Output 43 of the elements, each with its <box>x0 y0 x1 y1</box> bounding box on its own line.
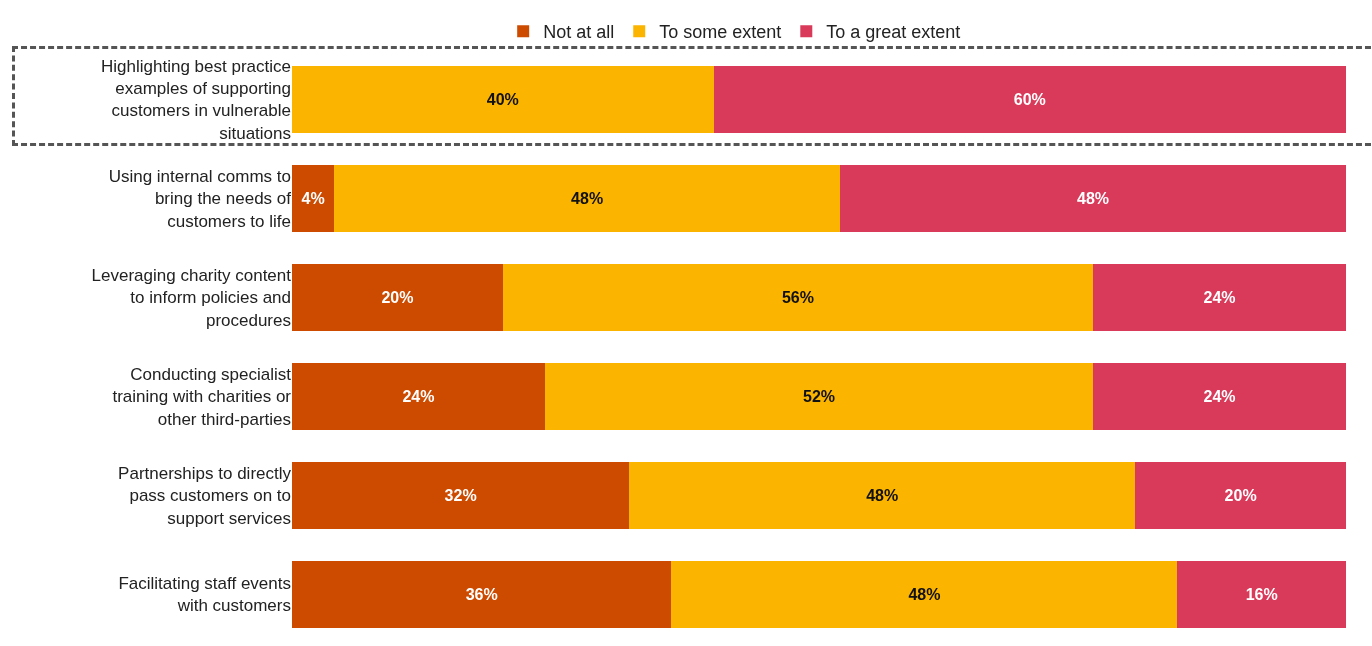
data-label: 60% <box>1013 91 1046 109</box>
data-label: 48% <box>908 586 941 604</box>
y-tick-label: Conducting specialist training with charities or other third-parties <box>112 365 292 429</box>
bar <box>502 264 1094 331</box>
bar <box>544 363 1094 430</box>
bar <box>1093 363 1346 430</box>
data-label: 40% <box>486 91 519 109</box>
y-tick-label: Facilitating staff events with customers <box>118 574 291 616</box>
data-label: 20% <box>1224 487 1257 505</box>
bar <box>292 561 672 628</box>
bar <box>1177 561 1346 628</box>
bar <box>292 462 630 529</box>
y-tick-label: Partnerships to directly pass customers on to support services <box>118 464 292 528</box>
bar <box>629 462 1136 529</box>
data-label: 4% <box>301 190 325 208</box>
bar <box>292 165 335 232</box>
data-label: 24% <box>1203 289 1236 306</box>
bar <box>840 165 1346 232</box>
bar <box>1135 462 1346 529</box>
bar <box>1093 264 1346 331</box>
data-label: 48% <box>866 487 899 505</box>
data-label: 24% <box>1203 388 1236 405</box>
bar <box>334 165 841 232</box>
data-label: 48% <box>1077 190 1110 208</box>
data-label: 24% <box>402 388 435 405</box>
legend-label: To some extent <box>659 22 782 43</box>
data-label: 48% <box>571 190 604 208</box>
bar <box>292 264 503 331</box>
data-label: 32% <box>444 487 477 505</box>
legend-label: Not at all <box>543 22 615 43</box>
legend-label: To a great extent <box>826 22 961 43</box>
bar <box>292 363 545 430</box>
data-label: 20% <box>381 289 414 306</box>
bar <box>713 66 1346 133</box>
y-tick-label: Using internal comms to bring the needs of customers to life <box>108 167 292 231</box>
data-label: 16% <box>1245 586 1278 604</box>
y-tick-label: Highlighting best practice examples of supporting customers in vulnerable situations <box>101 57 291 143</box>
y-tick-label: Leveraging charity content to inform policies and procedures <box>91 266 292 330</box>
bar <box>292 66 714 133</box>
data-label: 36% <box>465 586 498 604</box>
data-label: 56% <box>781 289 814 306</box>
bar <box>671 561 1178 628</box>
data-label: 52% <box>802 388 836 405</box>
